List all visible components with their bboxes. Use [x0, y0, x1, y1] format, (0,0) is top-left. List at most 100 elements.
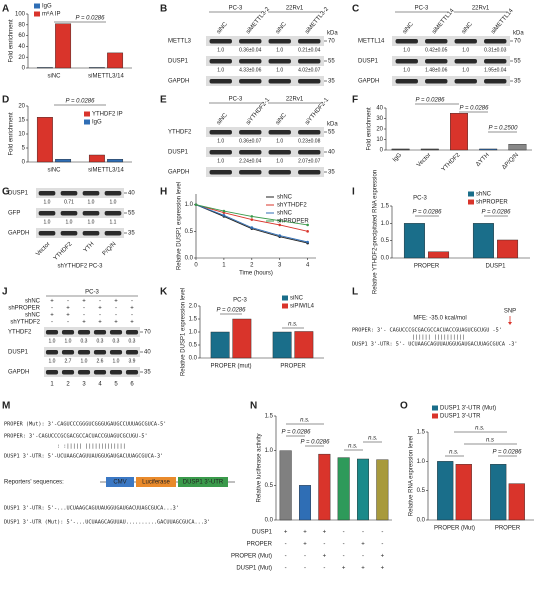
y-tick-label: 1.0	[417, 459, 426, 465]
band	[93, 350, 107, 355]
band	[104, 211, 122, 216]
band	[125, 350, 139, 355]
y-tick-label: 1.0	[381, 221, 390, 227]
band	[38, 211, 56, 216]
sequence-text: DUSP1 3'-UTR: 5'-UCUAAGCAGUUAUGGUGAUGACU…	[4, 454, 163, 460]
lane-label: siNC	[216, 112, 229, 126]
legend-swatch	[282, 303, 288, 309]
lane-label: siNC	[402, 21, 415, 35]
band	[109, 350, 123, 355]
quantification: 0.3	[129, 338, 136, 344]
lane-label: siNC	[275, 112, 288, 126]
quantification: 1.0	[65, 338, 72, 344]
condition-mark: -	[51, 306, 53, 312]
y-tick-label: 40	[18, 44, 25, 50]
bar	[391, 148, 410, 151]
size-marker: 35	[514, 79, 521, 85]
point	[250, 218, 254, 221]
sequence-text: DUSP1 3'-UTR (Mut): 5'-...UCUAAGCAGUUAU.…	[4, 520, 210, 526]
y-tick-label: 0.5	[189, 343, 198, 349]
lane-label: YTH	[83, 241, 96, 254]
band	[60, 191, 78, 196]
legend-swatch	[84, 119, 90, 125]
quantification: 0.3	[81, 338, 88, 344]
condition-mark: -	[115, 306, 117, 312]
band	[209, 39, 232, 44]
legend-swatch	[282, 295, 288, 301]
condition-mark: +	[114, 320, 118, 326]
bar	[437, 461, 454, 521]
protein-name: YTHDF2	[8, 330, 32, 336]
y-axis-label: Relative luciferase activity	[257, 433, 263, 502]
legend-swatch	[34, 11, 40, 17]
x-tick-label: ΔYTH	[475, 152, 491, 168]
bar	[318, 453, 331, 521]
blot-strip	[44, 367, 140, 377]
bar	[210, 331, 230, 359]
quantification: 0.36±0.07	[239, 138, 261, 144]
x-tick-label: 3	[278, 263, 282, 269]
annotation: P = 0.0286	[217, 308, 247, 314]
panel-label: I	[352, 187, 355, 198]
lane-label: YTHDF2	[53, 241, 74, 262]
bar	[479, 148, 498, 151]
bar	[337, 457, 350, 521]
lane-number: 4	[98, 382, 102, 388]
panel-label: G	[2, 187, 10, 198]
condition-mark: -	[115, 313, 117, 319]
point	[306, 240, 309, 244]
protein-name: GAPDH	[8, 370, 29, 376]
x-tick-label: IgG	[392, 152, 403, 163]
annotation: P = 0.0286	[460, 106, 490, 112]
band	[268, 59, 291, 64]
annotation: n.s.	[368, 436, 378, 442]
band	[268, 150, 291, 155]
lane-label: siYTHDF2-1	[245, 97, 271, 127]
size-marker: 55	[328, 130, 335, 136]
band	[239, 170, 262, 175]
point	[278, 234, 282, 237]
size-marker: 70	[328, 39, 335, 45]
table-row-name: PROPER (Mut)	[231, 554, 272, 560]
y-tick-label: 1.0	[265, 448, 274, 454]
condition-mark: +	[98, 306, 102, 312]
quantification: 0.3	[113, 338, 120, 344]
group-label: 22Rv1	[286, 97, 304, 103]
annotation: n.s	[486, 438, 494, 444]
x-tick-label: PROPER (mut)	[210, 364, 251, 370]
bar	[490, 464, 507, 521]
condition-mark: +	[130, 320, 134, 326]
legend-label: m⁶A IP	[42, 11, 60, 18]
band	[93, 370, 107, 375]
y-tick-label: 0.0	[381, 256, 390, 262]
size-marker: 40	[328, 150, 335, 156]
y-tick-label: 5	[22, 146, 26, 152]
panel-label: E	[160, 95, 167, 106]
quantification: 1.0	[217, 47, 224, 53]
legend-label: shPROPER	[476, 200, 508, 206]
size-marker: 40	[128, 191, 135, 197]
size-marker: 35	[144, 370, 151, 376]
annotation: n.s.	[449, 450, 459, 456]
protein-name: DUSP1	[168, 150, 189, 156]
quantification: 1.95±0.04	[484, 67, 506, 73]
band	[239, 130, 262, 135]
bar	[299, 485, 312, 521]
protein-name: METTL14	[358, 39, 385, 45]
quantification: 1.0	[403, 47, 410, 53]
legend-label: IgG	[92, 120, 102, 126]
lane-number: 3	[82, 382, 86, 388]
y-tick-label: 60	[18, 33, 25, 39]
band	[61, 350, 75, 355]
legend-label: shNC	[277, 211, 293, 217]
quantification: 1.0	[276, 67, 283, 73]
table-mark: -	[323, 566, 325, 572]
sequence-text: DUSP1 3'-UTR: 5'-...UCUAAGCAGUUAUGGUGAUG…	[4, 506, 179, 512]
band	[425, 79, 448, 84]
panel-label: C	[352, 4, 359, 15]
condition-mark: -	[67, 320, 69, 326]
blot-strip	[206, 76, 324, 86]
x-axis-label: Time (hours)	[239, 271, 273, 277]
band	[45, 330, 59, 335]
table-mark: -	[343, 530, 345, 536]
